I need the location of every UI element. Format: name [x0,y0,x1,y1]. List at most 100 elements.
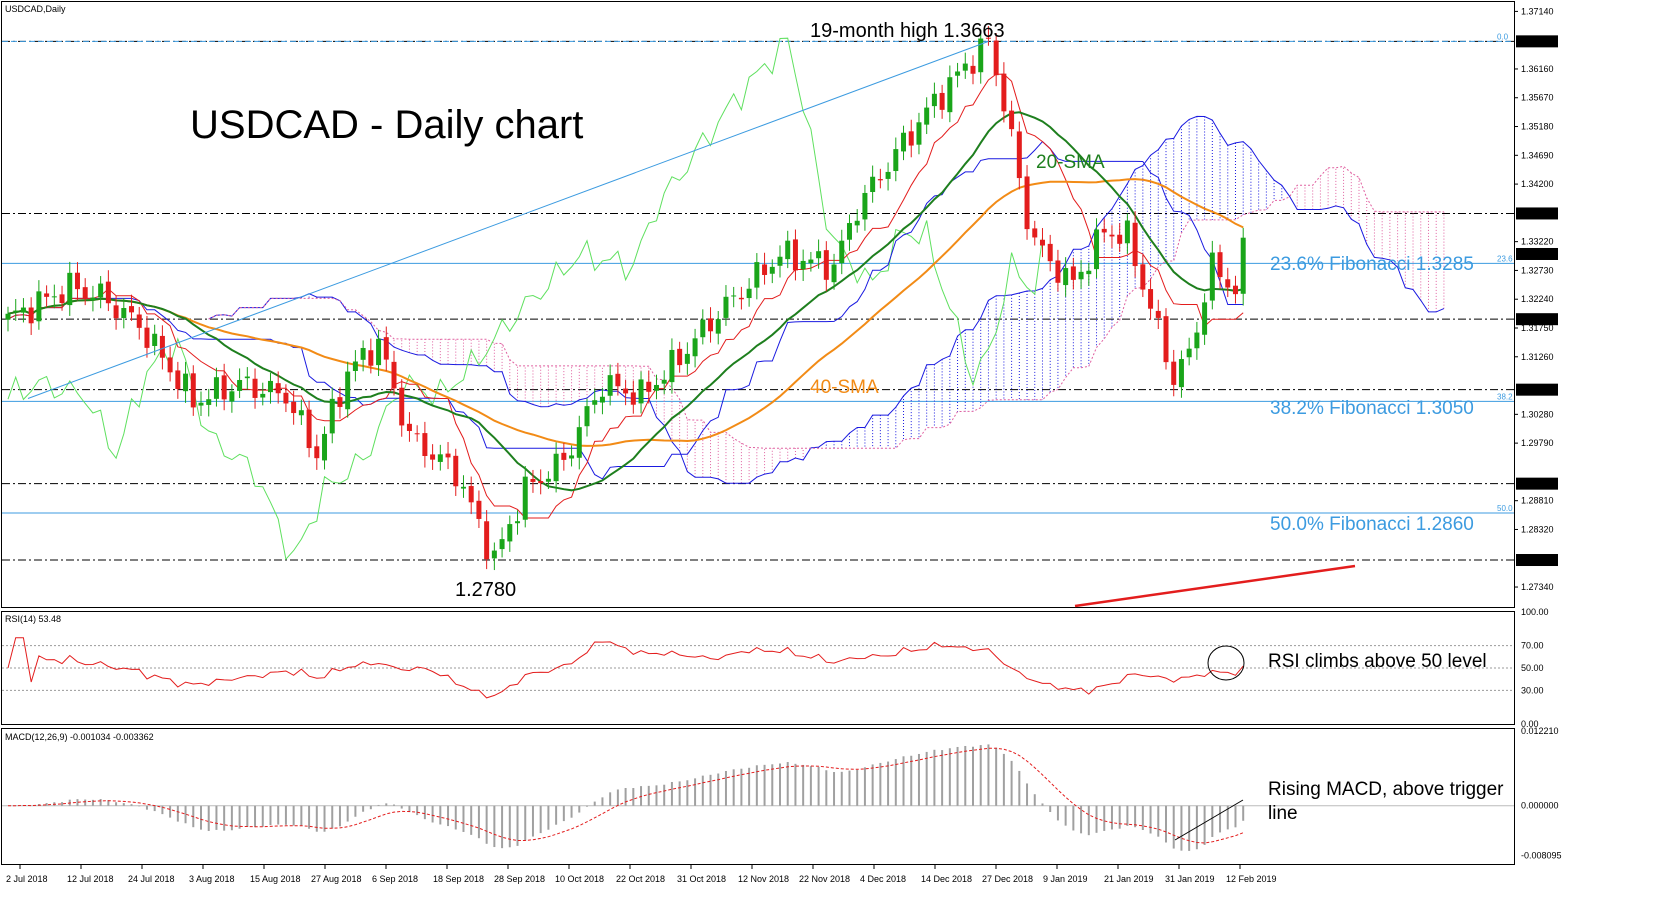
candle-body [221,375,227,400]
candle-body [615,373,621,387]
candle-body [561,452,567,460]
date-tick-label: 15 Aug 2018 [250,874,301,884]
candle-body [584,406,590,427]
candle-body [383,337,389,360]
candle-body [283,392,289,404]
candle-body [1094,229,1100,270]
level-tag-bg-1 [1516,207,1558,220]
candle-body [738,297,744,300]
candle-body [1132,222,1138,267]
candle-body [1024,176,1030,230]
price-tick-label: 1.31260 [1521,352,1554,362]
fib-level-23.6: 23.6 [1497,254,1513,263]
trendline-red [1074,564,1356,608]
candle-body [1178,359,1184,388]
candle-body [553,453,559,482]
candle-body [939,92,945,110]
price-panel-frame [1,1,1515,608]
candle-body [715,319,721,334]
candle-body [98,283,104,298]
candle-body [1225,279,1231,288]
candle-body [368,350,374,366]
fib-label-50-0: 50.0% Fibonacci 1.2860 [1270,514,1474,535]
candle-body [1086,270,1092,275]
fib-label-23-6: 23.6% Fibonacci 1.3285 [1270,254,1474,275]
candle-body [723,296,729,318]
candle-body [406,423,412,431]
candle-body [746,288,752,299]
candle-body [1070,266,1076,280]
senkou-span-a [208,115,1445,484]
candle-body [677,348,683,366]
candle-body [931,93,937,107]
senkou-span-b [208,165,1444,449]
candle-body [692,338,698,357]
candle-body [237,379,243,391]
candle-body [669,349,675,383]
level-tag-bg-3 [1516,383,1558,396]
candle-body [1148,289,1154,309]
candle-body [337,397,343,407]
macd-signal-line [8,747,1244,844]
tenkan-sen [7,73,1244,519]
date-tick-label: 6 Sep 2018 [372,874,418,884]
candle-body [831,264,837,283]
date-tick-label: 10 Oct 2018 [555,874,604,884]
candle-body [1117,234,1123,244]
fib-level-38.2: 38.2 [1497,392,1513,401]
price-tick-label: 1.30280 [1521,409,1554,419]
level-tag-3: 1.30700 [1519,386,1552,396]
rsi-line [7,637,1244,699]
candle-body [1240,237,1246,294]
price-tick-label: 1.35180 [1521,122,1554,132]
candle-body [862,192,868,220]
candle-body [1047,243,1053,262]
candle-body [545,478,551,482]
date-tick-label: 28 Sep 2018 [494,874,545,884]
candle-body [569,455,575,459]
candle-body [484,521,490,560]
candle-body [430,454,436,460]
candle-body [1124,220,1130,244]
date-tick-label: 31 Oct 2018 [677,874,726,884]
price-tick-label: 1.37140 [1521,6,1554,16]
rsi-highlight-circle [1207,645,1245,681]
candle-body [823,250,829,280]
candle-body [1032,228,1038,238]
candle-body [839,240,845,264]
level-tag-bg-2 [1516,313,1558,326]
sma-40-line [7,178,1244,447]
candle-body [298,410,304,416]
candle-body [329,398,335,434]
rsi-panel [2,637,1514,699]
candle-body [445,453,451,458]
candle-body [1078,271,1084,280]
macd-tick-label: 0.012210 [1521,726,1559,736]
candle-body [82,287,88,299]
date-tick-label: 2 Jul 2018 [6,874,48,884]
candle-body [59,294,65,304]
candle-body [36,291,42,322]
price-tick-label: 1.32240 [1521,294,1554,304]
candle-body [260,393,266,398]
rsi-panel-frame [1,611,1515,725]
macd-tick-label: 0.000000 [1521,801,1559,811]
candle-body [175,370,181,390]
candle-body [13,310,19,312]
date-tick-label: 12 Feb 2019 [1226,874,1277,884]
price-tick-label: 1.28810 [1521,496,1554,506]
candle-body [20,307,26,313]
candle-body [1163,316,1169,363]
candle-body [854,220,860,226]
candle-body [28,307,34,324]
date-tick-label: 27 Aug 2018 [311,874,362,884]
candle-body [437,454,443,462]
candle-body [623,388,629,394]
candle-body [453,455,459,487]
date-tick-label: 22 Nov 2018 [799,874,850,884]
candle-body [576,427,582,458]
candle-body [206,399,212,405]
candle-body [44,293,50,297]
candle-body [152,333,158,346]
level-tag-bg-4 [1516,477,1558,490]
